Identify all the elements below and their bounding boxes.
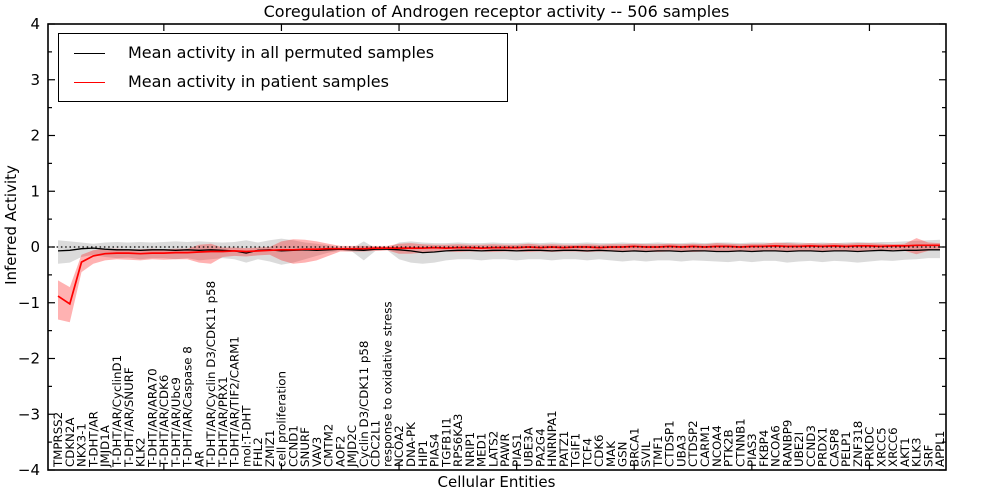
legend-item-patient: Mean activity in patient samples: [74, 72, 499, 92]
y-tick-label: −1: [18, 294, 40, 312]
x-category-label: cell proliferation: [275, 371, 289, 467]
x-category-label: GSN: [616, 442, 630, 467]
x-category-label: JMJD2C: [345, 425, 359, 468]
y-tick-label: 3: [30, 71, 40, 89]
x-category-label: response to oxidative stress: [381, 301, 395, 467]
x-category-label: T-DHT/AR/Ubc9: [169, 377, 183, 468]
x-category-label: T-DHT/AR/ARA70: [145, 368, 159, 468]
y-tick-label: −3: [18, 405, 40, 423]
x-category-label: CCND3: [804, 425, 818, 467]
y-tick-label: 0: [30, 238, 40, 256]
x-category-label: FKBP4: [757, 430, 771, 467]
x-category-label: PIAS3: [745, 433, 759, 467]
x-category-label: T-DHT/AR/CDK6: [157, 375, 171, 468]
legend-label-permuted: Mean activity in all permuted samples: [128, 43, 435, 62]
x-category-label: CCND1: [286, 425, 300, 467]
x-category-label: PIAS1: [510, 433, 524, 467]
x-category-label: T-DHT/AR: [87, 411, 101, 468]
legend-line-patient: [74, 81, 105, 83]
x-category-label: CTDSP2: [686, 420, 700, 467]
x-category-label: AKT1: [898, 437, 912, 467]
x-category-label: CTNNB1: [733, 418, 747, 467]
x-category-label: PELP1: [839, 431, 853, 467]
x-category-label: CDK6: [592, 434, 606, 467]
x-category-label: ZNF318: [851, 421, 865, 467]
x-category-label: LATS2: [486, 431, 500, 467]
x-category-label: TCF4: [580, 438, 594, 468]
x-category-label: BRCA1: [627, 427, 641, 467]
x-category-label: mol:T-DHT: [239, 405, 253, 467]
x-category-label: TMPRSS2: [51, 412, 65, 468]
legend-line-permuted: [74, 52, 105, 54]
x-category-label: TGIF1: [569, 433, 583, 468]
x-category-label: AOF2: [333, 436, 347, 467]
x-category-label: CASP8: [827, 429, 841, 467]
x-category-label: T-DHT/AR/TIF2/CARM1: [228, 336, 242, 468]
x-category-label: SVIL: [639, 441, 653, 467]
x-category-label: PAWR: [498, 433, 512, 467]
x-category-label: UBE2I: [792, 432, 806, 467]
x-category-label: RANBP9: [780, 420, 794, 467]
x-category-label: UBE3A: [522, 427, 536, 467]
y-tick-label: −2: [18, 350, 40, 368]
x-category-label: PRKDC: [863, 427, 877, 467]
x-category-label: PA2G4: [533, 428, 547, 467]
x-category-label: Cyclin D3/CDK11 p58: [357, 341, 371, 467]
x-category-label: T-DHT/AR/Cyclin D3/CDK11 p58: [204, 281, 218, 468]
x-category-label: T-DHT/AR/CyclinD1: [110, 355, 124, 468]
x-category-label: RPS6KA3: [451, 414, 465, 467]
x-category-label: T-DHT/AR/Caspase 8: [181, 346, 195, 468]
x-category-label: XRCC6: [886, 427, 900, 467]
x-category-label: SNURF: [298, 427, 312, 467]
y-tick-label: 2: [30, 127, 40, 145]
x-category-label: VAV3: [310, 437, 324, 467]
x-category-label: T-DHT/AR/SNURF: [122, 367, 136, 468]
x-category-label: CDC2L1: [369, 420, 383, 467]
x-category-label: APPL1: [933, 431, 947, 467]
x-category-label: PRDX1: [816, 427, 830, 467]
x-category-label: CTDSP1: [663, 420, 677, 467]
x-category-label: HNRNPA1: [545, 410, 559, 467]
x-category-label: JMJD1A: [98, 425, 112, 468]
x-category-label: PATZ1: [557, 431, 571, 467]
x-category-label: TMF1: [651, 435, 665, 468]
x-category-label: CDKN2A: [63, 418, 77, 467]
x-category-label: HIP1: [416, 440, 430, 467]
x-category-label: MAK: [604, 441, 618, 467]
x-category-label: NCOA2: [392, 425, 406, 467]
x-axis-label: Cellular Entities: [437, 473, 556, 491]
x-category-label: NRIP1: [463, 432, 477, 467]
x-category-label: CMTM2: [322, 424, 336, 467]
x-category-label: NCOA4: [710, 425, 724, 467]
y-tick-label: −4: [18, 461, 40, 479]
x-category-label: PTK2B: [722, 429, 736, 467]
legend-label-patient: Mean activity in patient samples: [128, 72, 389, 91]
x-category-label: MED1: [475, 433, 489, 467]
y-tick-label: 4: [30, 15, 40, 33]
legend-item-permuted: Mean activity in all permuted samples: [74, 43, 499, 63]
line-permuted: [57, 247, 940, 254]
band-permuted: [58, 238, 940, 265]
x-category-label: AR: [192, 451, 206, 467]
x-category-label: PIAS4: [428, 433, 442, 467]
x-category-label: CARM1: [698, 425, 712, 467]
x-category-label: FHL2: [251, 437, 265, 467]
x-category-label: NKX3-1: [75, 423, 89, 467]
y-tick-label: 1: [30, 182, 40, 200]
x-category-label: KLK3: [910, 437, 924, 467]
x-category-label: TGFB1I1: [439, 417, 453, 468]
x-category-label: ZMIZ1: [263, 430, 277, 467]
legend: Mean activity in all permuted samples Me…: [58, 33, 508, 102]
chart-title: Coregulation of Androgen receptor activi…: [263, 2, 730, 21]
y-axis-label: Inferred Activity: [2, 165, 20, 285]
x-category-label: T-DHT/AR/PRX1: [216, 376, 230, 468]
x-category-label: KLK2: [134, 437, 148, 467]
x-category-label: SRF: [921, 444, 935, 467]
x-category-label: UBA3: [675, 435, 689, 467]
x-category-label: DNA-PK: [404, 422, 418, 467]
x-category-label: NCOA6: [769, 425, 783, 467]
x-category-label: XRCC5: [874, 427, 888, 467]
